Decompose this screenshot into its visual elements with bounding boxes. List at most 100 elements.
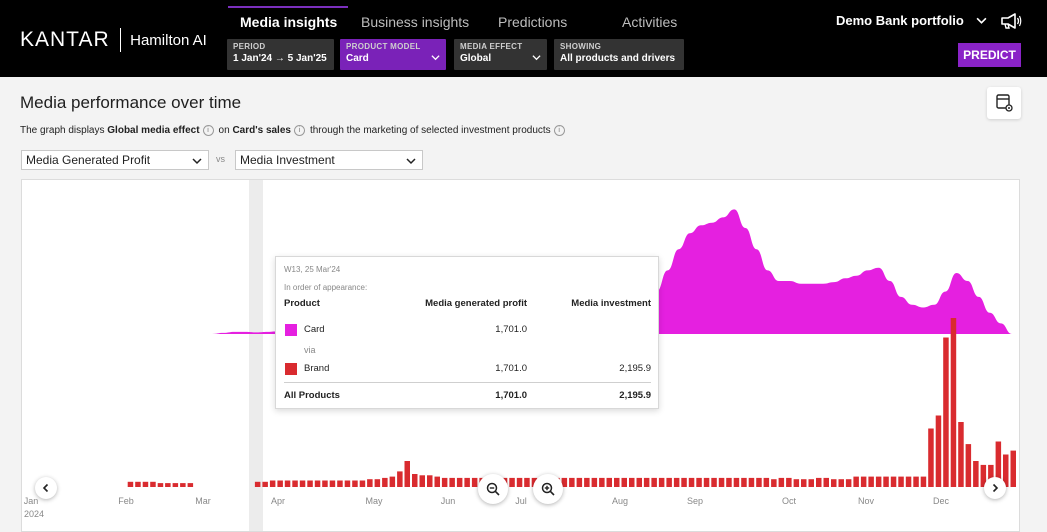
investment-bar	[434, 476, 440, 487]
investment-bar	[172, 483, 179, 487]
investment-bar	[658, 477, 665, 487]
description-effect: Global media effect	[107, 125, 200, 136]
investment-bar	[883, 476, 889, 487]
investment-bar	[127, 481, 134, 487]
top-navigation-bar: KANTAR Hamilton AI Media insights Busine…	[0, 0, 1047, 77]
metric-left-value: Media Generated Profit	[26, 153, 151, 167]
investment-bar	[733, 477, 740, 487]
tooltip-total-product: All Products	[284, 390, 340, 401]
metric-right-select[interactable]: Media Investment	[235, 150, 423, 170]
investment-bar	[995, 441, 1002, 487]
tooltip-row-product: Brand	[304, 363, 330, 374]
investment-bar	[292, 480, 298, 487]
investment-bar	[688, 477, 695, 487]
investment-bar	[471, 477, 478, 487]
tooltip-header-investment: Media investment	[571, 298, 651, 309]
zoom-out-button[interactable]	[478, 474, 508, 504]
chevron-left-icon	[42, 483, 49, 493]
tooltip-row-product: Card	[304, 324, 325, 335]
tab-business-insights[interactable]: Business insights	[361, 14, 470, 30]
investment-bar	[696, 477, 702, 487]
investment-bar	[456, 477, 463, 487]
period-caption: PERIOD	[233, 42, 266, 51]
investment-bar	[868, 476, 874, 487]
investment-bar	[711, 477, 717, 487]
predict-button[interactable]: PREDICT	[958, 43, 1021, 67]
investment-bar	[509, 477, 515, 487]
tab-predictions[interactable]: Predictions	[498, 14, 568, 30]
active-tab-indicator	[228, 6, 348, 8]
x-axis-month-label: Jul	[515, 496, 527, 506]
showing-filter[interactable]: SHOWING All products and drivers	[554, 39, 684, 70]
investment-bar	[284, 480, 291, 487]
investment-bar	[920, 476, 927, 487]
investment-bar	[973, 461, 979, 487]
export-button[interactable]	[987, 87, 1021, 119]
investment-bar	[404, 461, 410, 487]
brand-color-swatch	[285, 363, 297, 375]
investment-bar	[771, 479, 777, 487]
year-label: 2024	[24, 509, 45, 519]
investment-bar	[367, 479, 373, 487]
investment-bar	[860, 476, 867, 487]
investment-bar	[516, 477, 523, 487]
investment-bar	[845, 479, 852, 487]
scroll-right-button[interactable]	[984, 477, 1006, 499]
investment-bar	[673, 477, 680, 487]
info-icon[interactable]: i	[293, 125, 305, 136]
investment-bar	[793, 479, 800, 487]
portfolio-selector[interactable]: Demo Bank portfolio	[836, 13, 964, 28]
investment-bar	[943, 337, 949, 487]
investment-bar	[187, 483, 194, 487]
period-filter[interactable]: PERIOD 1 Jan'24 → 5 Jan'25	[227, 39, 334, 70]
x-axis-month-label: Dec	[932, 496, 950, 506]
description-text: The graph displays	[20, 125, 105, 136]
investment-bar	[703, 477, 710, 487]
investment-bar	[965, 444, 972, 487]
investment-bar	[427, 475, 433, 487]
tooltip-via-label: via	[304, 345, 316, 355]
product-model-value: Card	[346, 53, 369, 64]
showing-caption: SHOWING	[560, 42, 602, 51]
investment-bar	[329, 480, 336, 487]
tooltip-header-profit: Media generated profit	[425, 298, 527, 309]
metric-left-select[interactable]: Media Generated Profit	[21, 150, 209, 170]
zoom-in-icon	[541, 482, 555, 496]
investment-bar	[524, 477, 530, 487]
investment-bar	[913, 476, 919, 487]
media-effect-dropdown[interactable]: MEDIA EFFECT Global	[454, 39, 547, 70]
metric-right-value: Media Investment	[240, 153, 335, 167]
media-effect-value: Global	[460, 53, 492, 64]
info-icon[interactable]: i	[553, 125, 565, 136]
investment-bar	[352, 480, 358, 487]
investment-bar	[950, 318, 957, 487]
tooltip-row-profit: 1,701.0	[495, 363, 527, 374]
info-icon[interactable]: i	[202, 125, 214, 136]
tooltip-header-product: Product	[284, 298, 320, 309]
investment-bar	[808, 479, 814, 487]
investment-bar	[150, 481, 156, 487]
investment-bar	[1003, 454, 1009, 487]
investment-bar	[299, 480, 306, 487]
x-axis-month-label: May	[365, 496, 383, 506]
x-axis-month-label: Oct	[781, 496, 797, 506]
investment-bar	[561, 477, 568, 487]
investment-bar	[651, 477, 657, 487]
scroll-left-button[interactable]	[35, 477, 57, 499]
investment-bar	[165, 483, 171, 487]
description-text: on	[218, 125, 230, 136]
investment-bar	[606, 477, 612, 487]
investment-bar	[382, 477, 388, 487]
investment-bar	[1010, 450, 1016, 487]
investment-bar	[838, 479, 844, 487]
zoom-in-button[interactable]	[533, 474, 563, 504]
chevron-right-icon	[992, 483, 999, 493]
tab-activities[interactable]: Activities	[622, 14, 678, 30]
chevron-down-icon[interactable]	[976, 15, 987, 26]
product-model-dropdown[interactable]: PRODUCT MODEL Card	[340, 39, 446, 70]
tab-media-insights[interactable]: Media insights	[240, 14, 338, 30]
page-title: Media performance over time	[20, 93, 242, 112]
description-sales: Card's sales	[232, 125, 291, 136]
megaphone-icon[interactable]	[1000, 12, 1022, 30]
period-value: 1 Jan'24 → 5 Jan'25	[233, 53, 327, 64]
